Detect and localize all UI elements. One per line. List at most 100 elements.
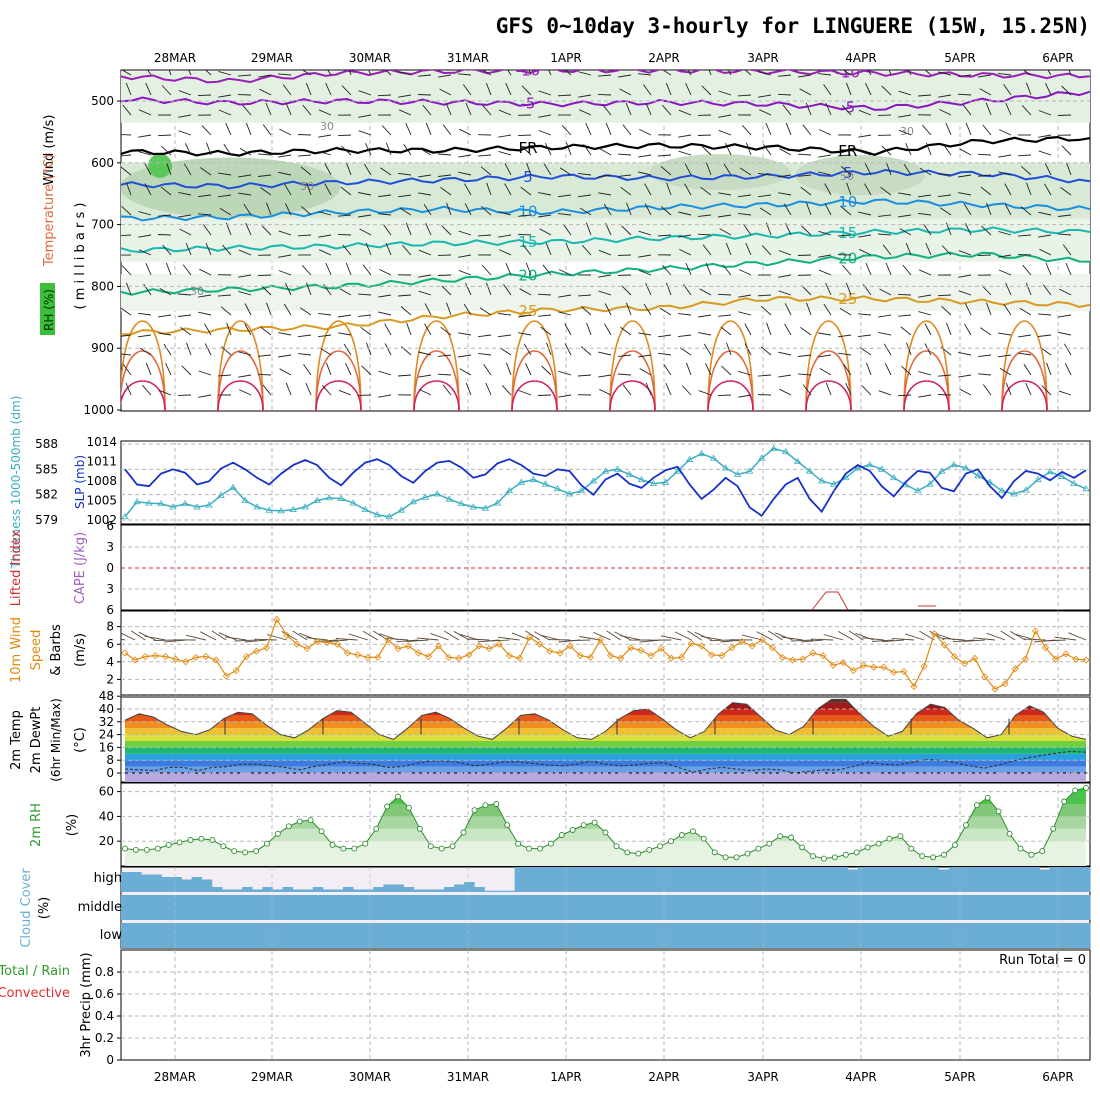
upper-wind-barb [121,234,132,236]
upper-wind-barb [725,242,732,256]
upper-wind-barb [1022,70,1032,76]
upper-wind-barb [380,167,392,176]
cloud-bar-high [1029,867,1040,892]
upper-wind-barb [1046,362,1052,376]
cloud-bar-middle [343,895,354,920]
upper-wind-barb [1038,211,1052,216]
upper-wind-barb [405,222,412,236]
upper-wind-barb [499,347,512,356]
cloud-bar-low [423,923,435,948]
wind10m-marker [890,668,898,676]
upper-wind-barb [462,84,472,96]
cloud-bar-high [474,887,485,892]
upper-wind-barb [923,223,932,236]
upper-wind-barb [918,394,932,398]
upper-wind-barb [478,334,492,338]
surface-temp-loop [511,350,558,411]
upper-wind-barb [564,323,572,336]
cloud-bar-high [272,889,283,892]
rh2m-marker [416,825,423,832]
wind10m-marker [849,667,857,675]
cloud-bar-middle [433,895,445,920]
wind10m-marker [991,685,999,693]
upper-wind-barb [377,94,392,97]
upper-wind-barb [837,234,852,237]
rh2m-marker [995,808,1002,815]
wind10m-barb [768,630,783,641]
cloud-bar-middle [716,895,728,920]
upper-wind-barb [979,88,992,96]
slp-marker [325,494,333,501]
cloud-bar-middle [827,895,839,920]
upper-wind-barb [964,303,972,316]
temp-contour-label: 25 [518,302,537,320]
surface-temp-loop [1001,350,1048,411]
upper-wind-barb [1018,334,1032,338]
upper-wind-barb [161,85,172,96]
upper-wind-barb [125,282,132,296]
upper-wind-barb [678,134,692,138]
cloud-bar-middle [908,895,919,920]
upper-wind-barb [325,262,332,276]
run-total: Run Total = 0 [999,953,1086,968]
precip-total-label: Total / Rain [0,964,70,979]
upper-wind-barb [297,234,312,237]
wind10m-barb [742,634,763,641]
rh2m-marker [722,854,729,861]
cloud-bar-middle [1049,895,1061,920]
upper-wind-barb [481,70,492,76]
upper-wind-barb [858,150,872,156]
cloud-bar-low [1009,923,1020,948]
surface-temp-loop [217,320,264,411]
precip-ytick: 0.2 [95,1031,114,1045]
wind10m-marker [930,630,938,638]
cloud-label-unit: (%) [37,897,52,920]
upper-wind-barb [277,73,292,76]
upper-wind-barb [858,234,872,238]
upper-wind-barb [758,71,772,76]
upper-wind-barb [217,374,232,377]
upper-wind-barb [805,102,812,116]
wind10m-barb [1009,631,1026,641]
upper-wind-barb [418,192,432,196]
slp-marker [757,454,766,461]
upper-wind-barb [538,114,552,118]
cloud-bar-middle [565,895,576,920]
cloud-bar-middle [726,895,738,920]
upper-wind-barb [638,73,652,76]
cloud-bar-middle [615,895,627,920]
cloud-bar-high [878,867,889,892]
instability-ytick: 0 [106,561,114,575]
upper-wind-barb [946,322,952,336]
upper-wind-barb [981,285,992,296]
upper-wind-barb [1061,145,1072,156]
upper-wind-barb [698,332,712,336]
rh2m-marker [1039,848,1046,855]
cloud-bar-low [181,923,193,948]
upper-wind-barb [700,186,712,196]
upper-wind-barb [298,334,312,338]
slp-marker [577,486,586,494]
rh2m-marker [405,804,412,811]
upper-wind-barb [564,70,572,76]
cloud-bar-high [322,889,334,892]
wind10m-ytick: 2 [106,672,114,686]
upper-wind-barb [1064,363,1072,376]
cloud-bar-high [867,867,879,892]
upper-wind-barb [325,82,332,96]
upper-wind-barb [485,82,492,96]
cloud-bar-middle [423,895,435,920]
cloud-bar-middle [938,895,950,920]
slp-marker [793,457,802,464]
temp-colour-band [125,741,1086,748]
upper-wind-barb [178,114,192,118]
rh2m-ylabel: 2m RH (%) [29,803,80,847]
upper-wind-barb [1021,105,1032,116]
cloud-bar-middle [262,895,273,920]
upper-wind-barb [801,285,812,296]
wind10m-barb [871,639,894,642]
upper-wind-barb [645,382,652,396]
rh2m-marker [176,839,183,846]
lifted-index-trace [811,591,849,611]
upper-wind-barb [398,194,412,198]
